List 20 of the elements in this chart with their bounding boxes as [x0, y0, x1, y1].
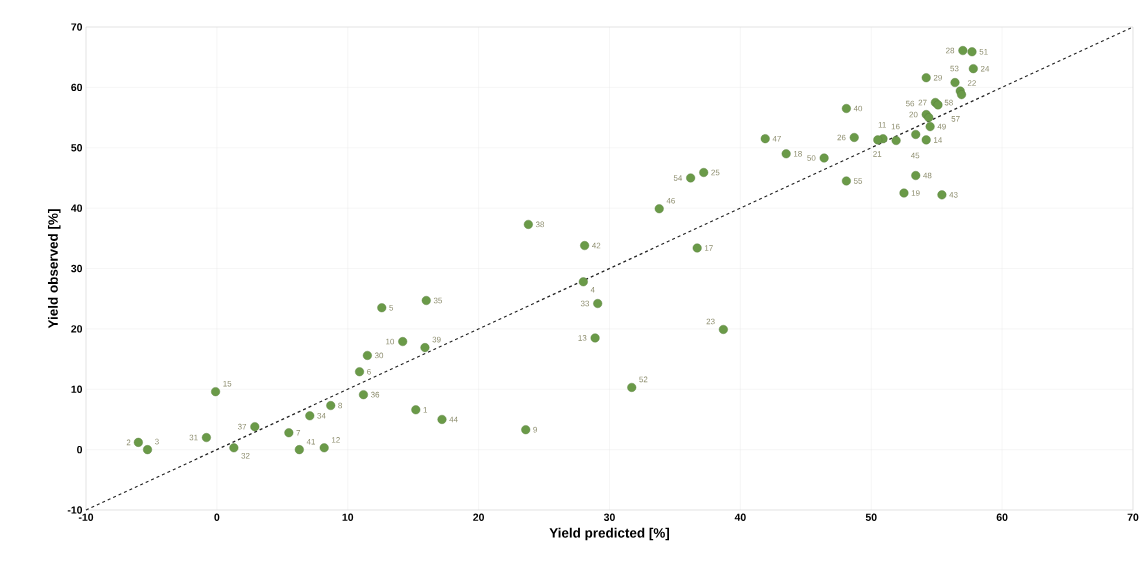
x-tick-label: 60 [996, 513, 1008, 521]
y-tick-label: 20 [71, 325, 83, 333]
x-tick-label: 50 [865, 513, 877, 521]
y-tick-label: -10 [67, 506, 83, 514]
y-tick-label: 60 [71, 83, 83, 92]
y-tick-label: 30 [71, 264, 83, 273]
x-axis-title: Yield predicted [%] [549, 527, 670, 541]
x-tick-label: 10 [342, 513, 354, 521]
x-tick-label: 20 [473, 513, 485, 521]
y-tick-label: 40 [71, 204, 83, 212]
y-axis-title: Yield observed [%] [47, 209, 61, 329]
x-tick-label: 40 [734, 513, 746, 521]
x-tick-label: 30 [603, 513, 615, 521]
y-tick-label: 50 [71, 144, 83, 152]
y-tick-label: 10 [71, 385, 83, 393]
x-tick-label: 0 [214, 513, 220, 521]
x-tick-label: 70 [1127, 513, 1139, 521]
y-tick-label: 0 [77, 445, 83, 454]
y-tick-label: 70 [71, 23, 83, 31]
x-tick-label: -10 [78, 513, 94, 521]
